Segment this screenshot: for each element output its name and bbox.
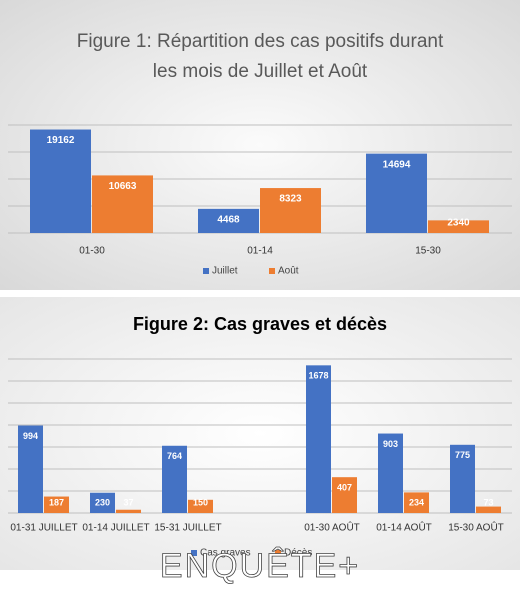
value-label: 73 [483,497,493,507]
bar [18,425,43,513]
value-label: 150 [193,497,208,507]
watermark: ENQUÊTE+ [160,547,360,585]
bar [44,496,69,513]
value-label: 903 [383,439,398,449]
value-label: 764 [167,451,182,461]
x-tick-label: 01-30 [79,246,105,257]
x-tick-label: 01-14 JUILLET [82,523,149,534]
legend-swatch [203,268,209,274]
bar [116,509,141,513]
value-label: 4468 [217,215,240,226]
bar [428,220,489,233]
legend-label: Cas graves [200,548,251,559]
value-label: 10663 [109,181,137,192]
bar [404,492,429,513]
x-tick-label: 01-14 AOÛT [376,521,432,534]
value-label: 187 [49,497,64,507]
value-label: 19162 [47,135,75,146]
bar [366,153,427,233]
bar [198,208,259,233]
x-tick-label: 15-30 AOÛT [448,521,504,534]
x-tick-label: 01-14 [247,246,273,257]
bar [332,477,357,513]
bar [450,444,475,513]
legend-label: Juillet [212,266,238,277]
value-label: 994 [23,431,38,441]
x-tick-label: 15-30 [415,246,441,257]
bar [378,433,403,513]
legend-swatch [269,268,275,274]
value-label: 8323 [279,194,302,205]
x-tick-label: 01-31 JUILLET [10,523,77,534]
bar [92,175,153,233]
x-tick-label: 01-30 AOÛT [304,521,360,534]
value-label: 14694 [383,159,411,170]
chart-title: Figure 1: Répartition des cas positifs d… [77,31,444,52]
value-label: 1678 [308,371,328,381]
legend-swatch [275,550,281,556]
value-label: 37 [123,497,133,507]
value-label: 2340 [447,218,470,229]
legend-label: Août [278,266,299,277]
bar [188,499,213,513]
bar [306,365,331,513]
value-label: 407 [337,483,352,493]
bar [260,188,321,233]
x-tick-label: 15-31 JUILLET [154,523,221,534]
panel-2 [0,297,520,570]
bar [162,445,187,513]
bar [90,492,115,513]
bar [30,129,91,233]
chart-title: les mois de Juillet et Août [153,61,368,82]
legend-swatch [191,550,197,556]
value-label: 230 [95,497,110,507]
legend-label: Décès [284,548,312,559]
value-label: 234 [409,497,424,507]
chart-title: Figure 2: Cas graves et décès [133,314,387,334]
bar [476,506,501,513]
value-label: 775 [455,450,470,460]
